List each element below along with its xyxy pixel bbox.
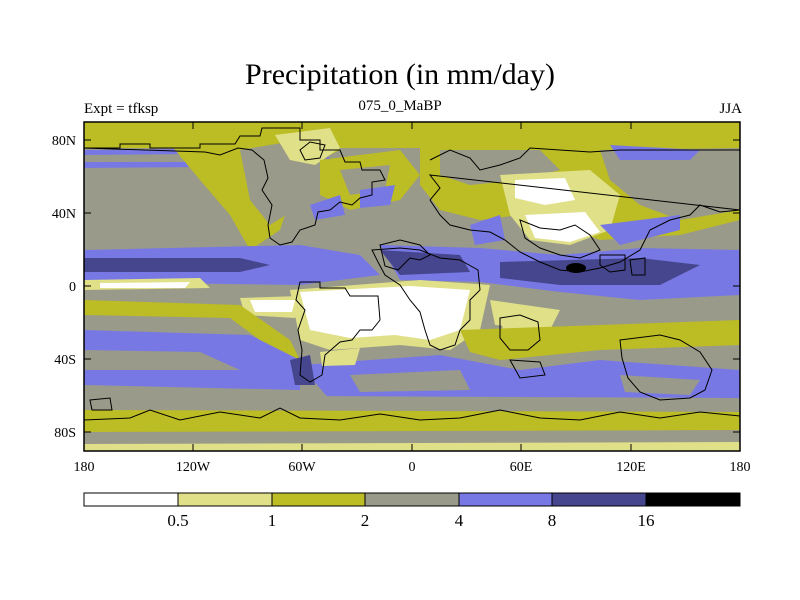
colorbar-label: 0.5 (167, 511, 188, 530)
asia-desert-1 (515, 178, 575, 205)
experiment-label: Expt = tfksp (84, 101, 159, 117)
colorbar-label: 16 (638, 511, 655, 530)
colorbar-box-5 (552, 493, 646, 506)
caribbean-coast (379, 239, 431, 271)
sh-desert (300, 286, 470, 340)
y-tick-label: 40N (52, 207, 76, 222)
y-tick-label: 80S (54, 426, 76, 441)
precip-field (84, 122, 740, 451)
colorbar-label: 4 (455, 511, 464, 530)
colorbar-box-3 (365, 493, 459, 506)
australia-coast (619, 334, 713, 401)
colorbar-label: 2 (361, 511, 370, 530)
colorbar-box-0 (84, 493, 178, 506)
x-tick-label: 60E (510, 460, 533, 475)
antarctic-grey-stripe (84, 430, 740, 444)
itcz-indo-core (500, 258, 700, 285)
y-tick-label: 80N (52, 134, 76, 149)
colorbar-box-2 (272, 493, 365, 506)
south-america-coast (295, 281, 381, 383)
na-light (275, 128, 340, 165)
axis-ticks (83, 122, 741, 451)
colorbar-label: 1 (268, 511, 277, 530)
io-olive (460, 320, 740, 360)
india-coast (499, 314, 541, 351)
period-label: 075_0_MaBP (358, 98, 442, 114)
coastlines (84, 127, 740, 421)
y-tick-label: 0 (69, 280, 76, 295)
x-tick-label: 180 (730, 460, 751, 475)
y-tick-label: 40S (54, 353, 76, 368)
asia-desert-2 (525, 212, 600, 242)
colorbar-box-1 (178, 493, 272, 506)
colorbar-box-4 (459, 493, 552, 506)
season-label: JJA (719, 101, 742, 117)
ne-asia-wet (600, 215, 680, 245)
africa-coast (371, 247, 481, 351)
x-tick-label: 180 (74, 460, 95, 475)
eurasia-coast (428, 147, 740, 273)
x-tick-label: 120E (616, 460, 646, 475)
colorbar: 0.5 1 2 4 8 16 (83, 492, 741, 530)
itcz-pacific-core (84, 258, 270, 272)
x-tick-label: 120W (176, 460, 211, 475)
colorbar-box-6 (646, 493, 740, 506)
colorbar-label: 8 (548, 511, 557, 530)
x-tick-label: 60W (288, 460, 316, 475)
extreme-rain-cell (566, 263, 586, 273)
antarctica-coast (84, 407, 740, 421)
north-america-coast (84, 127, 386, 246)
x-tick-label: 0 (409, 460, 416, 475)
plot-title: Precipitation (in mm/day) (245, 58, 555, 91)
itcz-africa-core (380, 250, 470, 275)
